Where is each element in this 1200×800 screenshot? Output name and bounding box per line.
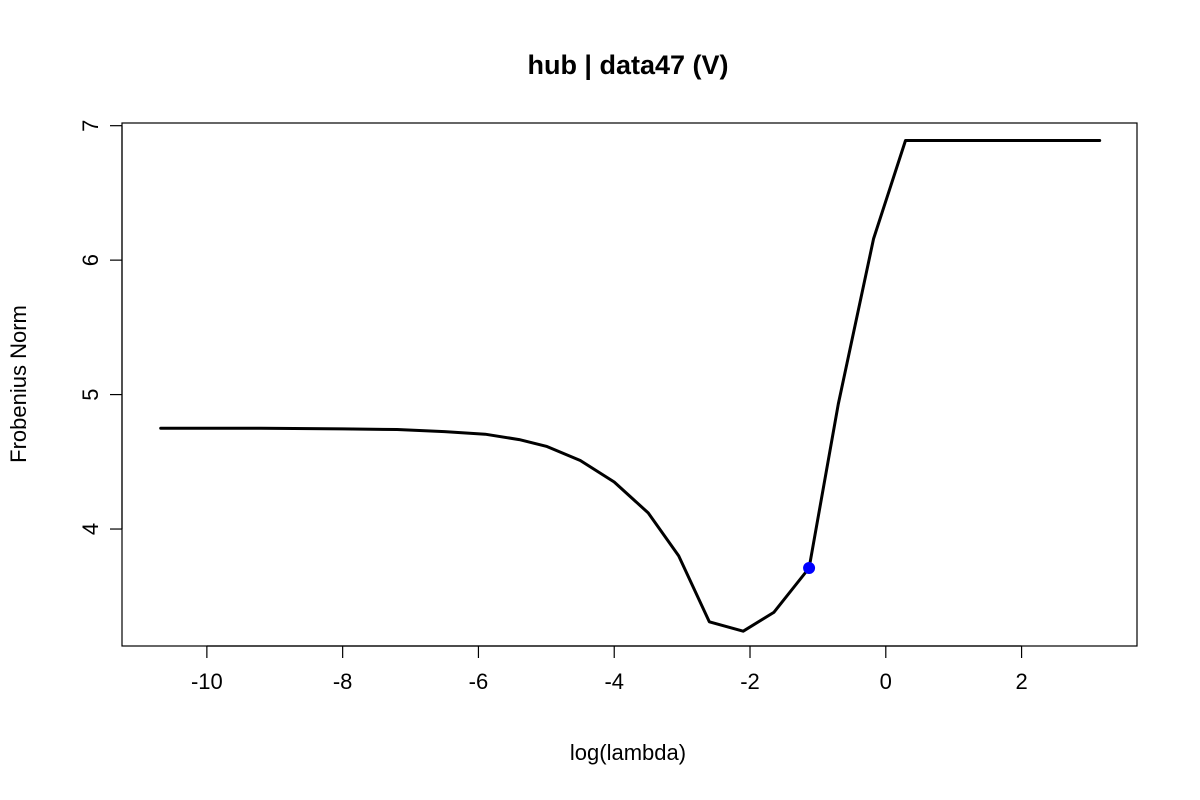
x-tick-label: -8 [333, 669, 353, 694]
series-line [159, 139, 1102, 633]
x-tick-label: -2 [740, 669, 760, 694]
series-layer [159, 139, 1102, 633]
chart-title: hub | data47 (V) [527, 50, 728, 80]
x-tick-label: 2 [1015, 669, 1027, 694]
x-axis: -10 -8 -6 -4 -2 0 2 [191, 645, 1028, 694]
y-tick-label: 4 [78, 523, 103, 535]
plot-frame [121, 122, 1138, 647]
x-tick-label: 0 [880, 669, 892, 694]
x-axis-label: log(lambda) [570, 740, 686, 765]
x-tick-label: -4 [604, 669, 624, 694]
y-tick-label: 5 [78, 388, 103, 400]
y-tick-label: 6 [78, 254, 103, 266]
x-tick-label: -10 [191, 669, 223, 694]
y-tick-label: 7 [78, 120, 103, 132]
x-tick-label: -6 [469, 669, 489, 694]
y-axis: 4 5 6 7 [78, 120, 123, 535]
y-axis-label: Frobenius Norm [6, 305, 31, 463]
highlight-point [803, 562, 816, 575]
